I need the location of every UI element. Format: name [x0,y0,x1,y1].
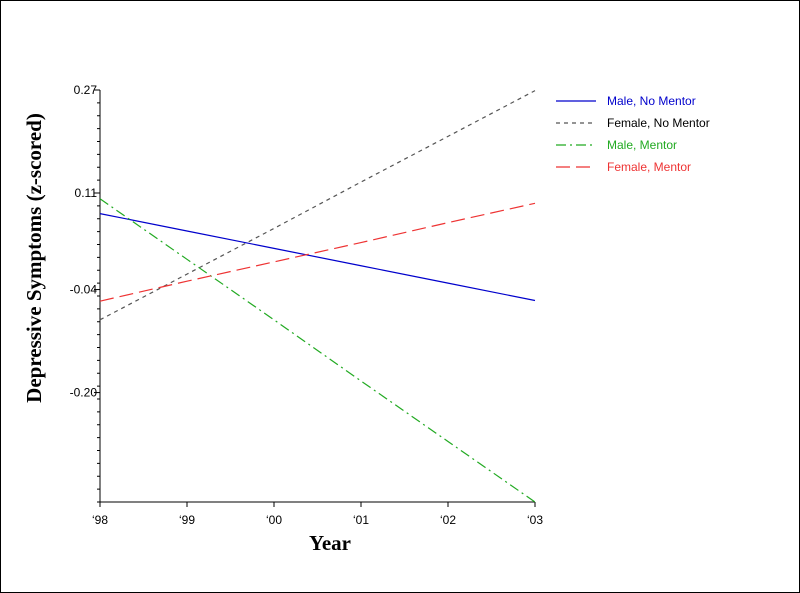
series-line-1 [99,213,536,302]
series-line-3 [99,198,536,503]
x-axis-title: Year [309,531,351,555]
x-tick-label: ‘00 [266,513,282,527]
x-tick-label: ‘02 [440,513,456,527]
x-tick-label: ‘01 [353,513,369,527]
y-tick-label: 0.27 [74,83,98,97]
axes [99,90,535,503]
y-tick-label: -0.04 [70,283,98,297]
y-axis-title: Depressive Symptoms (z-scored) [22,113,46,403]
y-tick-label: -0.20 [70,386,98,400]
y-axis-ticks: 0.27 0.11 -0.04 -0.20 [70,83,100,503]
legend-label: Female, No Mentor [607,116,710,130]
legend-label: Male, Mentor [607,138,677,152]
series-line-4 [99,202,536,302]
series-lines [99,90,536,503]
legend: Male, No Mentor Female, No Mentor Male, Me… [556,94,710,174]
legend-label: Female, Mentor [607,160,691,174]
y-tick-label: 0.11 [75,186,98,200]
legend-label: Male, No Mentor [607,94,696,108]
x-tick-label: ‘98 [92,513,108,527]
x-axis-ticks: ‘98 ‘99 ‘00 ‘01 ‘02 ‘03 [92,502,543,527]
x-tick-label: ‘99 [179,513,195,527]
series-line-2 [99,90,536,321]
x-tick-label: ‘03 [527,513,543,527]
